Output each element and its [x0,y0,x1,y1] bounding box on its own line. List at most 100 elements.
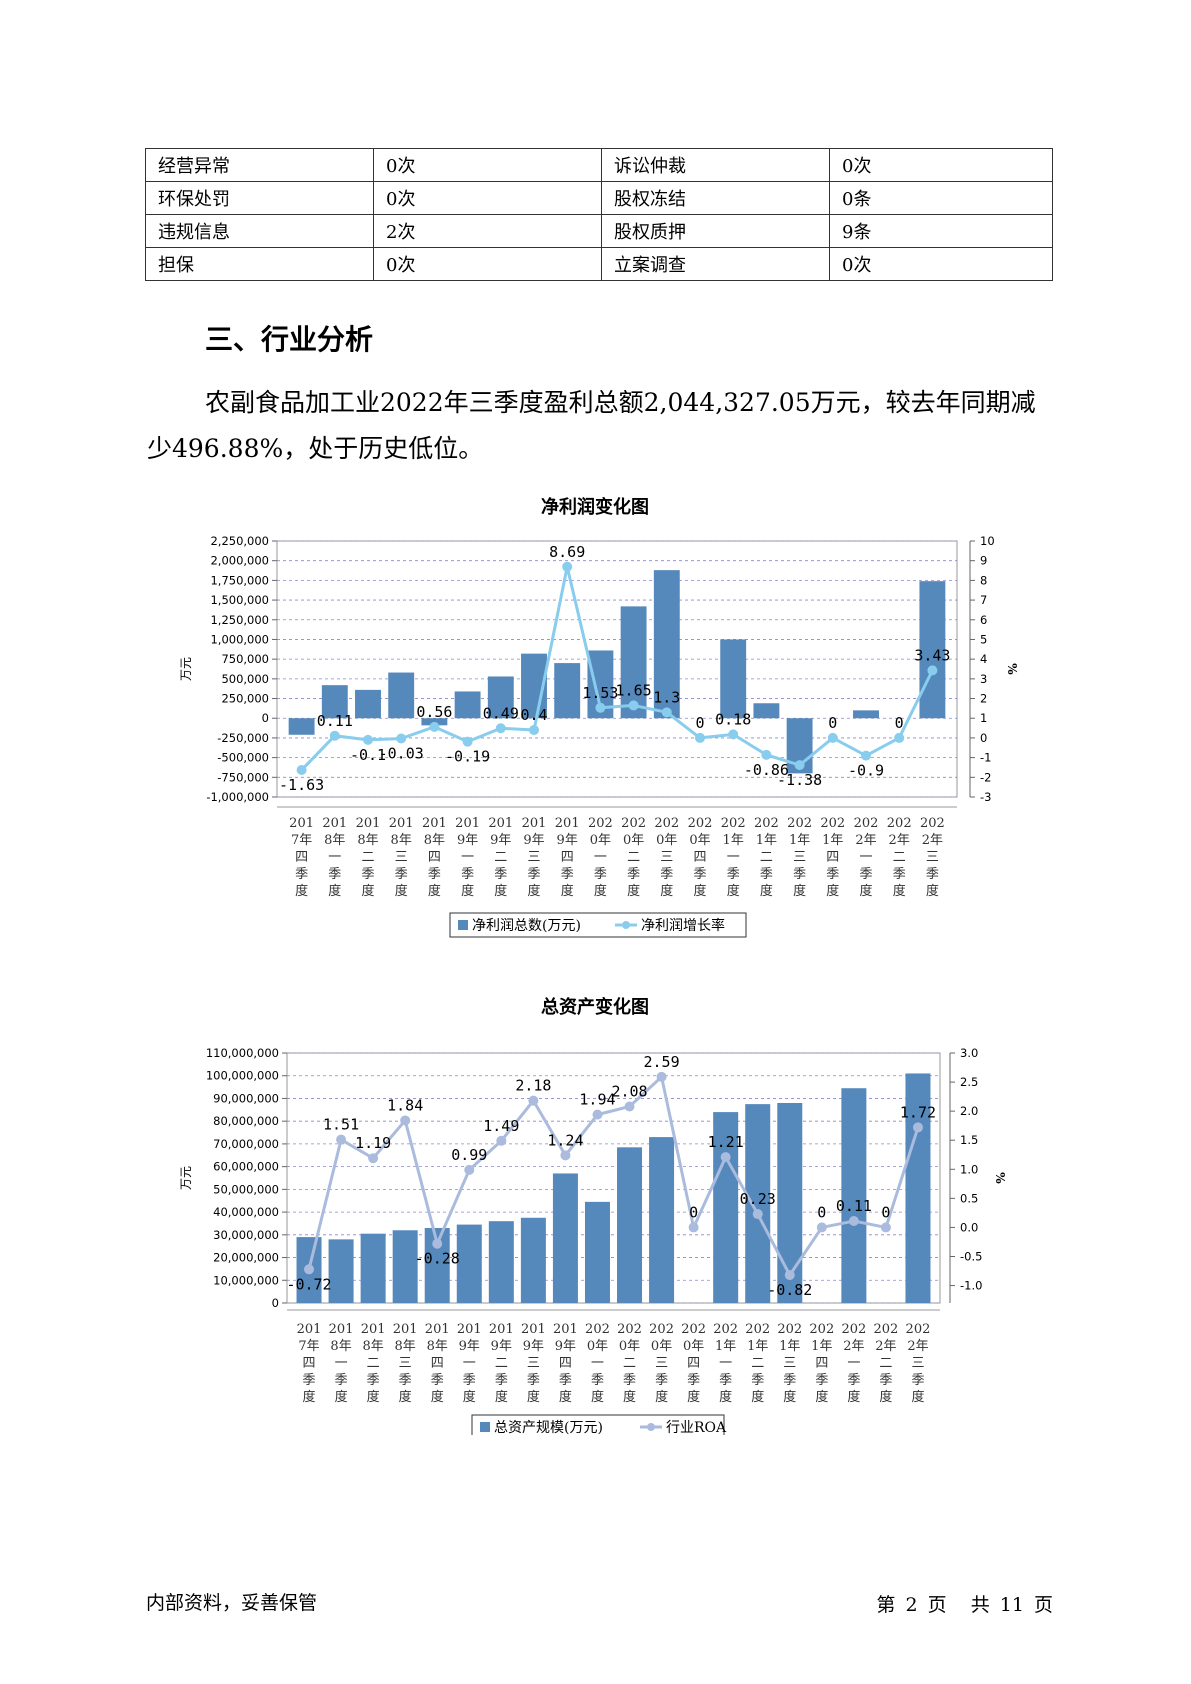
y-tick-label: 30,000,000 [213,1228,279,1242]
x-tick-label: 202 [713,1322,738,1337]
bar [720,639,747,719]
x-tick-label: 201 [522,816,547,831]
line-point [562,561,573,572]
legend-label-bar: 总资产规模(万元) [494,1420,603,1435]
line-point [595,702,606,713]
data-label: 1.21 [708,1133,744,1151]
x-tick-label: 1年 [723,833,744,848]
line-point [761,749,772,760]
x-tick-label: 度 [527,883,540,899]
x-tick-label: 三 [527,850,540,865]
x-tick-label: 三 [395,850,408,865]
x-tick-label: 201 [555,816,580,831]
line-point [432,1238,443,1249]
x-tick-label: 1年 [715,1339,736,1354]
risk-table-row: 经营异常 0次 诉讼仲裁 0次 [145,148,1053,182]
x-tick-label: 0年 [683,1339,704,1354]
x-tick-label: 8年 [427,1339,448,1354]
x-tick-label: 202 [820,816,845,831]
x-tick-label: 度 [783,1389,796,1405]
legend-box [449,912,747,938]
x-tick-label: 季 [591,1373,604,1388]
x-tick-label: 度 [760,883,773,899]
data-label: 2.08 [611,1082,647,1100]
y2-tick-label: 3.0 [960,1046,978,1060]
x-tick-label: 季 [527,1373,540,1388]
chart-svg: 总资产变化图 110,000,000 100,000,000 90,000,000 80… [179,996,1007,1435]
y-tick-label: 750,000 [221,652,269,666]
x-tick-label: 2年 [855,833,876,848]
x-tick-label: 度 [463,1389,476,1405]
legend-label-line: 净利润增长率 [641,917,725,934]
y-axis-label: 万元 [179,657,193,681]
bar [520,1217,546,1303]
data-label: 1.49 [483,1117,519,1135]
x-tick-label: 1年 [756,833,777,848]
y2-tick-label: -2 [980,770,991,784]
y-tick-label: 100,000,000 [206,1069,279,1083]
y-tick-label: -750,000 [217,770,269,784]
x-tick-label: 度 [399,1389,412,1405]
bar [355,689,381,719]
risk-table-cell: 0次 [373,148,602,182]
x-tick-label: 季 [826,867,839,882]
x-tick-label: 1年 [811,1339,832,1354]
x-tick-label: 2年 [889,833,910,848]
y2-tick-label: 10 [980,534,995,548]
bar [753,703,780,719]
total-word: 共 [970,1594,990,1616]
y2-tick-label: 0 [980,731,987,745]
bar [905,1073,931,1303]
x-tick-label: 201 [553,1322,578,1337]
y2-tick-label: 7 [980,593,987,607]
data-label: -0.19 [445,748,490,766]
x-tick-label: 季 [893,867,906,882]
y2-axis-label: % [1005,663,1019,675]
data-label: 1.53 [582,684,618,702]
x-tick-label: 201 [356,816,381,831]
x-tick-label: 201 [322,816,347,831]
x-tick-label: 二 [627,850,640,865]
net-profit-chart: 净利润变化图 2,250,000 2,000,000 1,750,000 1,500,0… [0,495,1191,955]
x-tick-label: 202 [906,1322,931,1337]
data-label: 1.72 [900,1103,936,1121]
line-point [720,1152,731,1163]
risk-table-cell: 诉讼仲裁 [601,148,830,182]
x-tick-label: 9年 [557,833,578,848]
x-tick-label: 二 [879,1356,892,1371]
x-tick-label: 0年 [656,833,677,848]
line-point [816,1222,827,1233]
x-tick-label: 四 [559,1356,572,1371]
risk-table-cell: 2次 [373,214,602,248]
line-point [560,1150,571,1161]
y-tick-label: 0 [272,1296,279,1310]
y-tick-label: 1,500,000 [210,593,269,607]
x-tick-label: 季 [783,1373,796,1388]
bar [554,663,581,719]
x-tick-label: 季 [623,1373,636,1388]
x-tick-label: 度 [461,883,474,899]
x-tick-label: 三 [399,1356,412,1371]
x-tick-label: 度 [361,883,374,899]
line-point [784,1270,795,1281]
x-tick-label: 201 [393,1322,418,1337]
x-tick-label: 202 [585,1322,610,1337]
x-tick-label: 9年 [459,1339,480,1354]
x-tick-label: 季 [847,1373,860,1388]
x-tick-label: 201 [425,1322,450,1337]
data-label: 1.3 [653,688,680,706]
x-tick-label: 季 [361,867,374,882]
risk-table-row: 违规信息 2次 股权质押 9条 [145,214,1053,248]
x-tick-label: 季 [751,1373,764,1388]
x-tick-label: 8年 [324,833,345,848]
line-point [396,733,407,744]
x-tick-label: 二 [751,1356,764,1371]
x-tick-label: 0年 [689,833,710,848]
bar [488,1221,514,1303]
data-label: 0.4 [520,706,547,724]
risk-table-cell: 0次 [373,181,602,215]
x-tick-label: 度 [727,883,740,899]
legend-box [471,1414,725,1435]
line-point [688,1222,699,1233]
x-tick-label: 0年 [619,1339,640,1354]
